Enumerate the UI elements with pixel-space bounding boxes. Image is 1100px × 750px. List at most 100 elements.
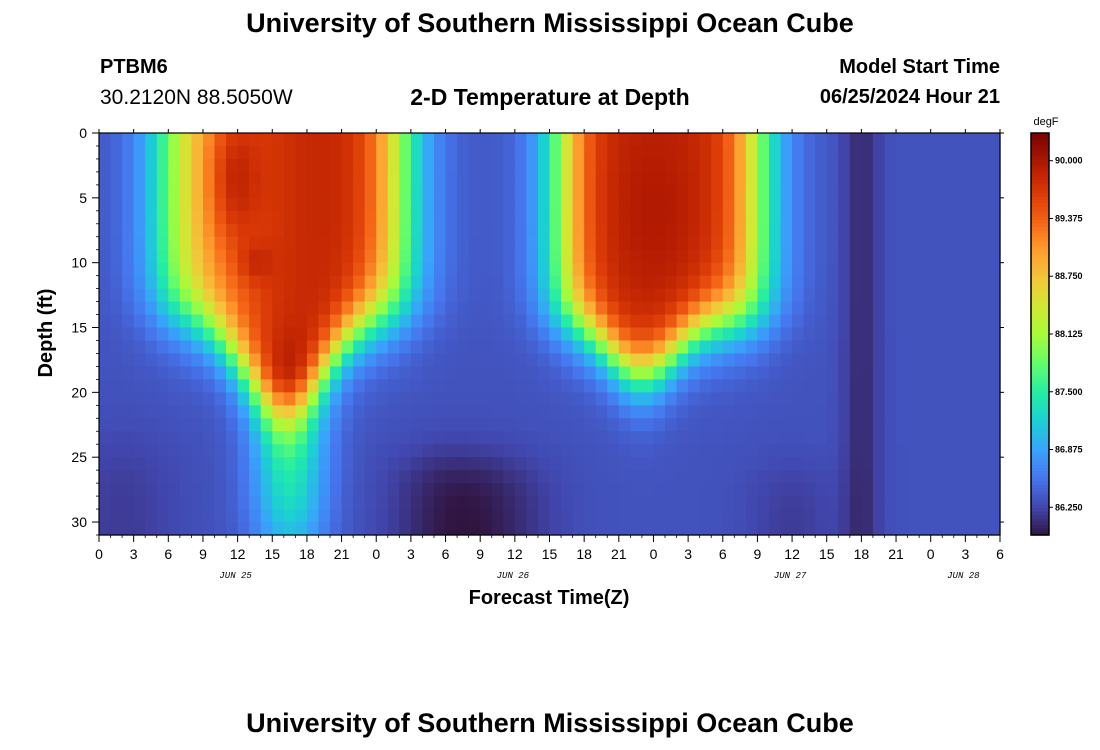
heatmap-cell [122, 210, 135, 225]
heatmap-cell [249, 431, 262, 445]
heatmap-cell [780, 444, 793, 458]
heatmap-cell [306, 288, 320, 303]
heatmap-cell [919, 353, 932, 368]
heatmap-cell [376, 197, 389, 212]
heatmap-cell [145, 444, 158, 458]
heatmap-cell [768, 483, 782, 497]
heatmap-cell [561, 353, 574, 368]
heatmap-cell [665, 444, 678, 458]
heatmap-cell [618, 158, 631, 173]
heatmap-cell [503, 236, 516, 251]
heatmap-cell [330, 236, 343, 251]
heatmap-cell [295, 133, 308, 147]
heatmap-cell [595, 133, 608, 147]
heatmap-cell [768, 223, 782, 238]
heatmap-cell [780, 418, 793, 432]
heatmap-cell [630, 522, 643, 536]
colorbar-segment [1031, 334, 1049, 338]
heatmap-cell [318, 379, 331, 393]
heatmap-cell [549, 171, 562, 186]
heatmap-cell [768, 470, 782, 484]
heatmap-cell [537, 145, 551, 160]
heatmap-cell [618, 210, 631, 225]
heatmap-cell [214, 158, 227, 173]
heatmap-cell [433, 145, 447, 160]
heatmap-cell [953, 288, 966, 303]
heatmap-cell [445, 405, 458, 419]
heatmap-cell [907, 483, 920, 497]
heatmap-cell [491, 314, 504, 329]
heatmap-cell [953, 275, 966, 290]
heatmap-cell [549, 262, 562, 277]
heatmap-cell [410, 496, 424, 510]
heatmap-cell [976, 418, 990, 432]
heatmap-cell [341, 145, 354, 160]
heatmap-cell [595, 418, 608, 432]
heatmap-cell [145, 171, 158, 186]
heatmap-cell [399, 340, 412, 355]
heatmap-cell [330, 405, 343, 419]
heatmap-cell [260, 470, 273, 484]
x-tick-label: 0 [372, 546, 380, 562]
heatmap-cell [930, 158, 943, 173]
heatmap-cell [433, 353, 447, 368]
heatmap-cell [630, 223, 643, 238]
heatmap-cell [942, 522, 955, 536]
heatmap-cell [283, 470, 296, 484]
heatmap-cell [202, 509, 216, 523]
heatmap-cell [202, 210, 216, 225]
heatmap-cell [976, 171, 990, 186]
colorbar-segment [1031, 186, 1049, 191]
heatmap-cell [711, 483, 724, 497]
heatmap-cell [214, 184, 227, 199]
heatmap-cell [514, 483, 527, 497]
heatmap-cell [376, 483, 389, 497]
heatmap-cell [595, 392, 608, 406]
heatmap-cell [768, 379, 782, 393]
heatmap-cell [792, 133, 805, 147]
heatmap-cell [665, 262, 678, 277]
heatmap-cell [341, 509, 354, 523]
heatmap-cell [641, 457, 655, 471]
heatmap-cell [179, 197, 193, 212]
heatmap-cell [99, 431, 112, 445]
heatmap-cell [249, 340, 262, 355]
heatmap-cell [306, 145, 320, 160]
heatmap-cell [549, 418, 562, 432]
heatmap-cell [226, 236, 239, 251]
heatmap-cell [376, 249, 389, 264]
heatmap-cell [133, 405, 146, 419]
heatmap-cell [237, 379, 250, 393]
heatmap-cell [699, 470, 712, 484]
heatmap-cell [168, 509, 181, 523]
heatmap-cell [549, 496, 562, 510]
heatmap-cell [942, 158, 955, 173]
heatmap-cell [179, 418, 193, 432]
heatmap-cell [965, 171, 978, 186]
heatmap-cell [549, 275, 562, 290]
heatmap-cell [676, 405, 689, 419]
heatmap-cell [607, 158, 620, 173]
heatmap-cell [410, 133, 424, 147]
heatmap-cell [226, 522, 239, 536]
x-axis: 0 3 6 9 12 15 18 21 0 3 6 9 12 15 18 21 0 3 6 9 12 15 18 21 0 3 6J… [95, 129, 1004, 581]
heatmap-cell [179, 236, 193, 251]
heatmap-cell [156, 249, 169, 264]
heatmap-cell [491, 457, 504, 471]
heatmap-cell [711, 197, 724, 212]
heatmap-cell [433, 171, 447, 186]
heatmap-cell [676, 301, 689, 316]
heatmap-cell [191, 392, 204, 406]
heatmap-cell [734, 405, 747, 419]
heatmap-cell [907, 418, 920, 432]
heatmap-cell [584, 431, 597, 445]
heatmap-cell [353, 314, 366, 329]
heatmap-cell [688, 470, 701, 484]
heatmap-cell [133, 262, 146, 277]
colorbar-segment [1031, 307, 1049, 312]
heatmap-cell [549, 145, 562, 160]
heatmap-cell [133, 392, 146, 406]
heatmap-cell [653, 392, 666, 406]
heatmap-cell [607, 392, 620, 406]
heatmap-cell [953, 431, 966, 445]
